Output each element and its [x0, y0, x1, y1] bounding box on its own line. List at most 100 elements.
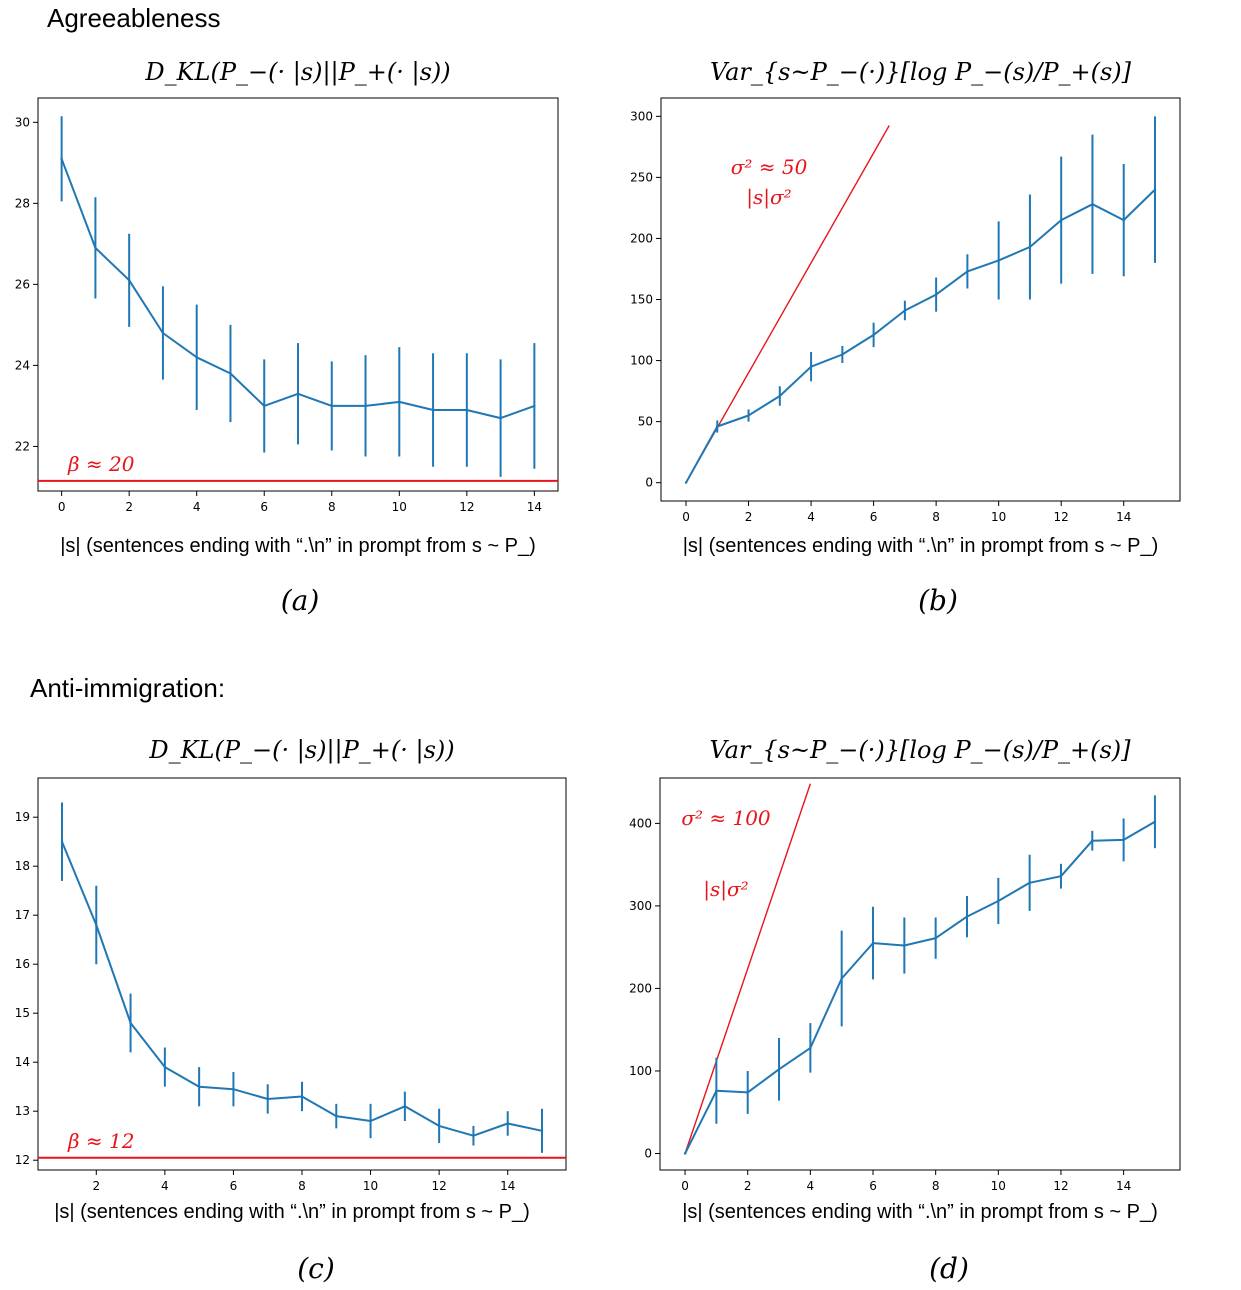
data-point [871, 941, 875, 945]
data-point [715, 1089, 718, 1092]
y-tick-label: 28 [15, 196, 30, 210]
data-point [934, 293, 938, 296]
x-tick-label: 2 [92, 1179, 100, 1193]
x-tick-label: 6 [870, 510, 878, 524]
y-tick-label: 24 [15, 358, 30, 372]
data-point [195, 356, 198, 359]
section-title-agreeableness: Agreeableness [47, 3, 220, 33]
data-point [499, 416, 502, 420]
x-tick-label: 14 [1116, 510, 1131, 524]
y-tick-label: 22 [15, 439, 30, 453]
chart-title: Var_{s~P_−(·)}[log P_−(s)/P_+(s)] [709, 736, 1131, 764]
axes-frame [37, 97, 559, 492]
x-tick-label: 14 [1116, 1179, 1131, 1193]
chart-title: Var_{s~P_−(·)}[log P_−(s)/P_+(s)] [710, 58, 1132, 86]
data-point [437, 1124, 441, 1128]
x-tick-label: 10 [392, 500, 407, 514]
data-point [684, 481, 688, 484]
data-point [1091, 839, 1094, 842]
x-axis-label: |s| (sentences ending with “.\n” in prom… [683, 535, 1159, 557]
data-point [431, 408, 435, 412]
y-tick-label: 150 [630, 293, 653, 307]
x-axis-label: |s| (sentences ending with “.\n” in prom… [682, 1201, 1158, 1223]
y-tick-label: 100 [629, 1064, 652, 1078]
x-tick-label: 2 [125, 500, 133, 514]
data-point [398, 400, 401, 404]
sigma-reference-line [685, 125, 890, 484]
data-point [1059, 218, 1063, 222]
data-point [1028, 881, 1031, 885]
data-point [809, 365, 813, 368]
x-tick-label: 4 [807, 1179, 815, 1193]
data-point [997, 899, 1000, 903]
chart-d: Var_{s~P_−(·)}[log P_−(s)/P_+(s)] 0 2 4 6 8 10… [629, 736, 1181, 1285]
x-axis-label: |s| (sentences ending with “.\n” in prom… [60, 535, 536, 557]
y-tick-label: 100 [630, 354, 653, 368]
y-tick-label: 13 [15, 1104, 30, 1118]
data-point [232, 1087, 235, 1091]
data-point [472, 1134, 475, 1137]
chart-title: D_KL(P_−(· |s)||P_+(· |s)) [148, 736, 454, 765]
data-point [965, 915, 969, 918]
data-point [94, 246, 97, 250]
data-point [263, 404, 266, 408]
data-point [1153, 188, 1157, 191]
data-point [129, 1021, 132, 1025]
data-point [747, 414, 750, 417]
panel-label: (d) [929, 1252, 969, 1285]
x-tick-label: 12 [432, 1179, 447, 1193]
data-point [1153, 820, 1157, 823]
x-tick-label: 10 [991, 1179, 1006, 1193]
y-tick-label: 0 [644, 1146, 652, 1160]
x-tick-label: 8 [298, 1179, 306, 1193]
data-point [127, 279, 131, 282]
data-point [540, 1129, 544, 1133]
data-point [1028, 245, 1032, 249]
data-point [296, 392, 300, 395]
y-tick-label: 300 [630, 109, 653, 123]
beta-label: β ≈ 12 [67, 1129, 134, 1153]
data-point [683, 1152, 687, 1155]
x-tick-label: 12 [1054, 510, 1069, 524]
panel-label: (c) [297, 1252, 335, 1285]
data-point [60, 157, 63, 160]
data-point [1122, 838, 1125, 842]
y-tick-label: 17 [15, 908, 30, 922]
data-point [364, 404, 367, 408]
chart-c: D_KL(P_−(· |s)||P_+(· |s)) 2 4 6 8 10 12 14 12 13… [15, 736, 567, 1285]
axes-frame [659, 777, 1181, 1171]
data-point [60, 840, 64, 843]
y-tick-label: 250 [630, 170, 653, 184]
data-point [266, 1097, 269, 1101]
x-tick-label: 10 [991, 510, 1006, 524]
y-tick-label: 16 [15, 957, 30, 971]
data-point [872, 333, 875, 337]
data-point [161, 331, 165, 335]
x-tick-label: 4 [807, 510, 815, 524]
sigma-value-label: σ² ≈ 100 [681, 806, 771, 830]
y-tick-label: 300 [629, 899, 652, 913]
y-tick-label: 12 [15, 1153, 30, 1167]
data-point [716, 425, 719, 428]
series-line [684, 820, 1156, 1154]
data-point [330, 404, 333, 408]
x-tick-label: 4 [161, 1179, 169, 1193]
beta-label: β ≈ 20 [67, 452, 135, 476]
data-point [335, 1114, 338, 1118]
data-point [746, 1091, 749, 1094]
data-point [840, 977, 843, 980]
data-point [778, 394, 782, 398]
data-point [777, 1068, 781, 1071]
x-tick-label: 10 [363, 1179, 378, 1193]
x-tick-label: 4 [193, 500, 201, 514]
x-tick-label: 6 [260, 500, 268, 514]
x-tick-label: 8 [932, 510, 940, 524]
y-tick-label: 200 [630, 231, 653, 245]
series-line [685, 188, 1156, 484]
data-point [369, 1119, 372, 1123]
x-tick-label: 14 [527, 500, 542, 514]
data-point [163, 1065, 167, 1069]
x-tick-label: 8 [328, 500, 336, 514]
section-title-anti-immigration: Anti-immigration: [30, 673, 225, 703]
